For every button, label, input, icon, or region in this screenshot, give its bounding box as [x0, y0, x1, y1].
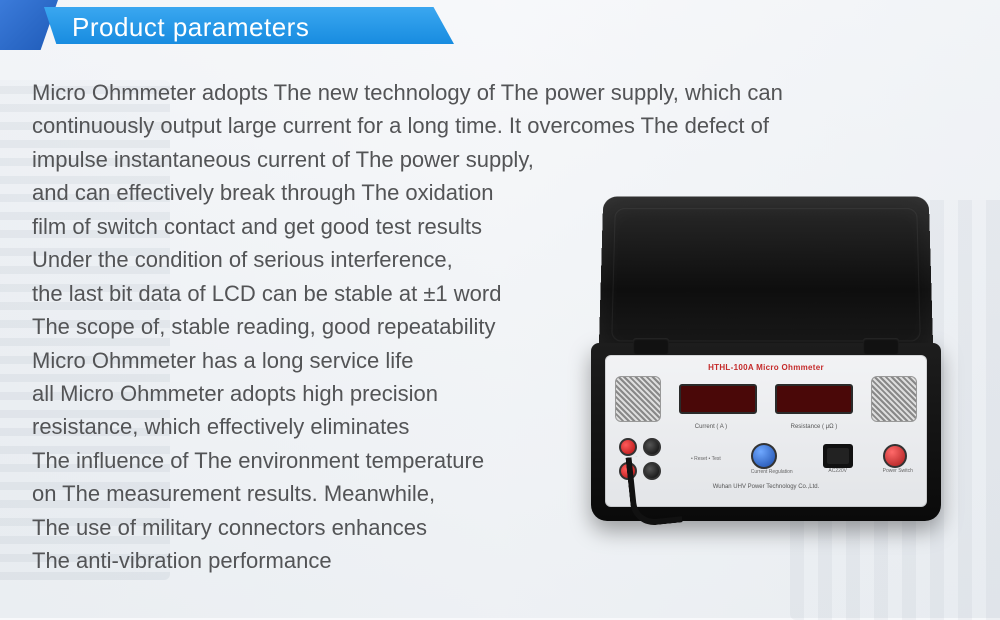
panel-model-title: HTHL-100A Micro Ohmmeter	[615, 363, 917, 372]
device-case-lid	[599, 196, 934, 353]
product-image: HTHL-100A Micro Ohmmeter Current ( A ) R…	[573, 195, 958, 535]
label-power-switch: Power Switch	[883, 468, 913, 474]
content-area: Micro Ohmmeter adopts The new technology…	[0, 50, 1000, 578]
terminal-red-top	[619, 438, 637, 456]
case-latch-right	[863, 338, 899, 354]
text-line: continuously output large current for a …	[32, 109, 964, 142]
label-ac220v: AC220V	[823, 468, 853, 474]
lcd-resistance	[775, 384, 853, 414]
case-latch-left	[633, 338, 669, 354]
label-current: Current ( A )	[695, 424, 727, 430]
header-title: Product parameters	[72, 12, 309, 43]
lcd-current	[679, 384, 757, 414]
label-resistance: Resistance ( μΩ )	[791, 424, 838, 430]
power-switch	[883, 444, 907, 468]
label-current-regulation: Current Regulation	[751, 469, 793, 475]
lcd-labels-row: Current ( A ) Resistance ( μΩ )	[615, 424, 917, 430]
ac-power-socket	[823, 444, 853, 468]
label-reset-test: • Reset • Test	[691, 456, 721, 462]
vent-grille-left	[615, 376, 661, 422]
text-line: impulse instantaneous current of The pow…	[32, 143, 964, 176]
current-regulation-knob	[751, 443, 777, 469]
text-line: Micro Ohmmeter adopts The new technology…	[32, 76, 964, 109]
panel-top-row	[615, 376, 917, 422]
header-bar: Product parameters	[0, 0, 1000, 50]
vent-grille-right	[871, 376, 917, 422]
text-line: The anti-vibration performance	[32, 544, 964, 577]
